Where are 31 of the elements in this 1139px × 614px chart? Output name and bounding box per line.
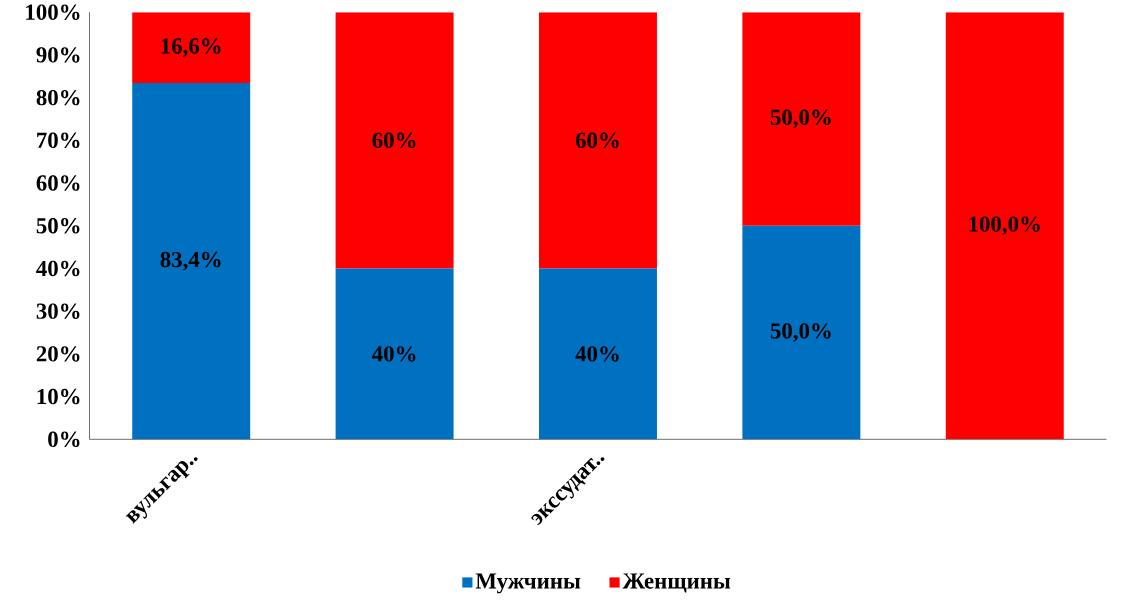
y-tick-label: 30% [36,303,80,319]
y-tick-label: 70% [37,132,80,148]
data-label: 100,0% [969,216,1040,236]
y-tick-label: 100% [26,4,80,20]
y-tick-label: 20% [36,346,80,362]
bar [132,82,251,440]
data-label: 50,0% [770,323,831,342]
data-label: 50,0% [770,109,831,129]
y-tick-label: 80% [36,89,80,106]
data-label: 40% [575,346,619,362]
data-label: 60% [372,132,416,148]
data-label: 40% [372,346,416,362]
bar [742,225,861,440]
bar [335,268,454,440]
bar [945,12,1064,440]
bar [742,12,861,226]
y-tick-label: 60% [36,175,80,191]
legend-label: Мужчины [475,573,581,594]
data-label: 60% [575,132,619,148]
y-tick-label: 0% [48,431,80,447]
y-tick-label: 50% [36,217,80,234]
data-label: 83,4% [160,251,221,271]
legend-label: Женщины [622,573,731,593]
bar [132,12,251,83]
y-tick-label: 10% [37,388,80,405]
data-label: 16,6% [161,38,221,57]
bar [539,268,657,440]
y-tick-label: 40% [36,260,80,277]
y-tick-label: 90% [36,47,80,63]
bar [539,12,657,269]
bar [335,12,454,269]
